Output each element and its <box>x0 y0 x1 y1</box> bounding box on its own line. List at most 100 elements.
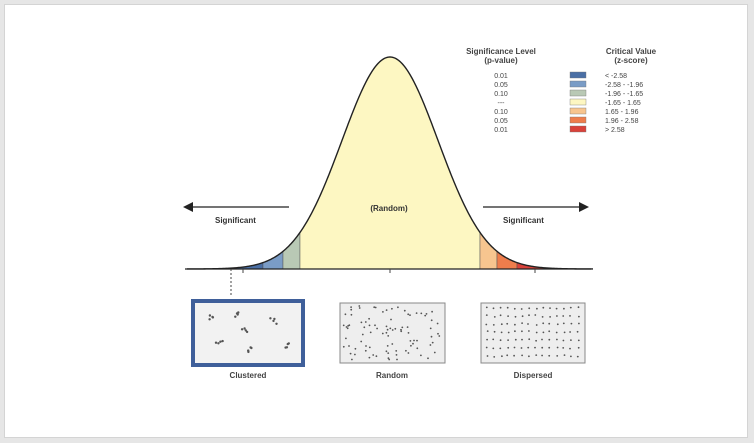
dispersed-point <box>542 331 545 334</box>
dispersed-point <box>542 322 545 325</box>
dispersed-point <box>535 331 538 334</box>
cluster-point <box>243 327 246 330</box>
dispersed-point <box>577 306 580 309</box>
dispersed-point <box>556 315 558 317</box>
legend-p-value: 0.01 <box>494 127 508 134</box>
random-panel <box>339 302 446 364</box>
random-point <box>385 350 388 353</box>
dispersed-point <box>493 316 496 318</box>
random-point <box>409 340 412 342</box>
dispersed-point <box>486 338 488 341</box>
random-point <box>405 349 407 352</box>
random-point <box>376 327 378 330</box>
left-significant-label: Significant <box>215 216 256 225</box>
random-point <box>360 340 363 343</box>
dispersed-point <box>499 314 502 317</box>
dispersed-point <box>485 346 488 349</box>
dispersed-point <box>562 339 565 342</box>
random-point <box>395 350 398 352</box>
legend-swatch <box>569 107 587 115</box>
random-point <box>400 330 403 333</box>
random-point <box>365 345 367 347</box>
random-point <box>416 347 419 350</box>
dispersed-point <box>536 307 538 310</box>
dispersed-point <box>513 307 516 310</box>
random-point <box>345 337 347 340</box>
dispersed-point <box>527 346 530 349</box>
random-point <box>391 343 394 345</box>
dispersed-point <box>493 356 496 358</box>
cluster-point <box>211 315 214 319</box>
cluster-point <box>217 342 220 345</box>
legend-crit-subheader: (z-score) <box>614 56 648 65</box>
dispersed-point <box>569 306 572 309</box>
legend-p-value: 0.10 <box>494 91 508 98</box>
random-point <box>350 313 353 316</box>
legend-p-value: 0.05 <box>494 82 508 89</box>
legend-p-value: --- <box>498 100 506 107</box>
random-point <box>415 312 418 314</box>
dispersed-point <box>520 347 523 349</box>
random-point <box>375 355 378 358</box>
legend-crit-header: Critical Value <box>606 47 657 56</box>
random-point <box>431 341 434 344</box>
random-point <box>381 332 384 335</box>
dispersed-point <box>534 346 536 349</box>
left-significant-arrow <box>183 202 289 212</box>
random-point <box>400 328 402 331</box>
random-point <box>387 335 390 337</box>
dispersed-point <box>528 355 530 358</box>
dispersed-point <box>535 339 537 342</box>
random-center-label: (Random) <box>370 204 408 213</box>
dispersed-point <box>513 354 515 357</box>
dispersed-point <box>563 307 565 310</box>
random-point <box>394 327 397 330</box>
legend-p-value: 0.01 <box>494 73 508 80</box>
cluster-point <box>269 317 272 320</box>
random-point <box>382 311 384 313</box>
random-point <box>420 354 422 357</box>
random-point <box>409 314 411 316</box>
dispersed-point <box>486 355 489 357</box>
dispersed-point <box>492 338 495 341</box>
diagram-frame: Significant Significant (Random) Signifi… <box>4 4 748 438</box>
dispersed-point <box>535 354 538 356</box>
random-point <box>350 306 352 308</box>
dispersed-point <box>541 346 544 349</box>
random-point <box>424 314 427 317</box>
cluster-point <box>240 328 244 331</box>
region-p010-right <box>479 231 498 270</box>
dispersed-point <box>499 347 502 350</box>
cluster-point <box>250 346 253 350</box>
region-random <box>299 56 481 270</box>
dispersed-point <box>570 355 572 358</box>
dispersed-point <box>485 323 488 326</box>
random-point <box>354 353 356 356</box>
dispersed-point <box>535 324 538 326</box>
random-point <box>389 327 392 330</box>
dispersed-point <box>556 346 559 349</box>
cluster-point <box>245 330 249 334</box>
cluster-point <box>221 339 224 343</box>
right-significant-arrow <box>483 202 589 212</box>
legend-z-score: > 2.58 <box>605 127 625 134</box>
random-point <box>416 339 418 342</box>
dispersed-point <box>562 315 565 317</box>
random-point <box>436 322 439 325</box>
legend-swatch <box>569 116 587 124</box>
bell-curve <box>187 56 593 270</box>
dispersed-point <box>486 330 489 332</box>
dispersed-point <box>555 307 558 310</box>
dispersed-point <box>493 330 496 333</box>
legend-z-score: < -2.58 <box>605 73 627 80</box>
dispersed-point <box>492 324 495 326</box>
dispersed-point <box>578 315 580 318</box>
dispersed-point <box>549 316 551 318</box>
dispersed-point <box>542 306 545 309</box>
cluster-point <box>208 314 212 317</box>
dispersed-point <box>514 338 517 341</box>
random-point <box>364 321 367 323</box>
dispersed-point <box>521 338 523 341</box>
random-point <box>430 319 433 322</box>
dispersed-point <box>534 314 537 316</box>
